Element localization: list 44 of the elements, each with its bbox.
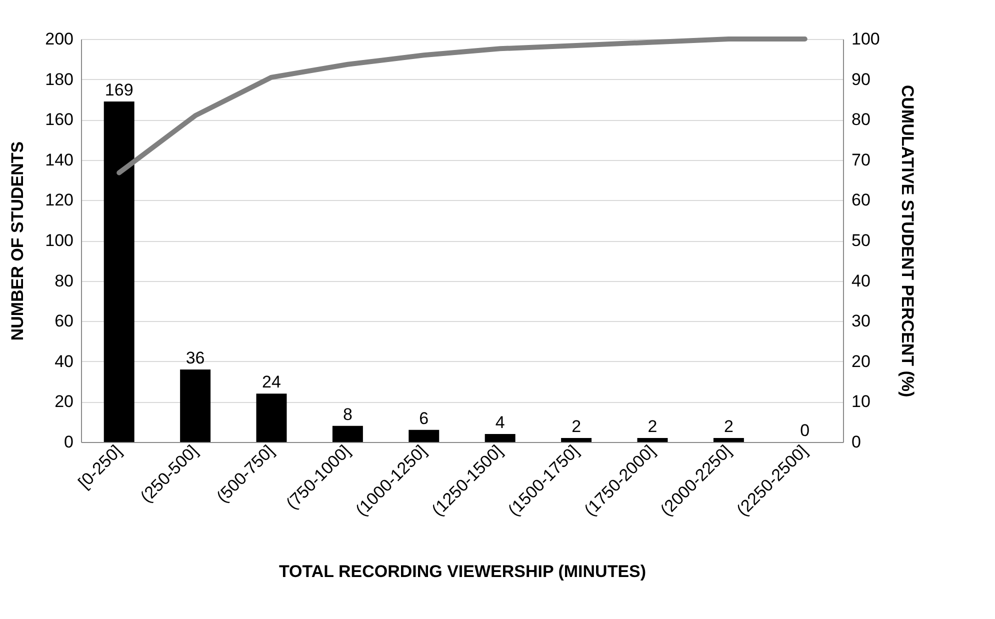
data-label: 4 <box>495 412 505 432</box>
y-tick-label: 140 <box>45 150 74 170</box>
y-tick-label: 40 <box>54 352 74 371</box>
y-tick-label: 60 <box>54 312 74 331</box>
y2-tick-label: 90 <box>852 70 870 89</box>
y-tick-label: 120 <box>45 190 74 210</box>
y2-tick-label: 10 <box>852 392 870 412</box>
bar <box>713 438 744 442</box>
y2-tick-label: 30 <box>852 312 870 331</box>
data-label: 36 <box>186 348 205 368</box>
y-tick-label: 100 <box>45 231 74 250</box>
bar <box>408 430 440 442</box>
y2-tick-label: 70 <box>852 150 870 170</box>
bar <box>484 434 516 442</box>
data-label: 8 <box>342 404 352 424</box>
data-label: 2 <box>648 416 658 436</box>
bar <box>180 369 211 442</box>
y2-tick-label: 40 <box>852 271 870 290</box>
y2-tick-label: 50 <box>852 231 870 250</box>
data-label: 169 <box>104 80 134 100</box>
y-tick-label: 180 <box>45 70 74 89</box>
y-tick-label: 0 <box>64 432 74 452</box>
data-label: 2 <box>572 416 582 436</box>
data-label: 0 <box>800 421 810 440</box>
y-tick-label: 160 <box>45 110 74 130</box>
y-axis-title: NUMBER OF STUDENTS <box>8 141 28 341</box>
bar <box>256 394 287 442</box>
y-tick-label: 200 <box>45 30 74 48</box>
bar <box>104 101 134 442</box>
y-tick-label: 80 <box>54 271 74 290</box>
bar <box>332 426 363 442</box>
y2-tick-label: 60 <box>852 190 870 210</box>
x-axis-title: TOTAL RECORDING VIEWERSHIP (MINUTES) <box>278 562 646 581</box>
data-label: 6 <box>419 408 429 428</box>
y2-tick-label: 80 <box>852 110 870 130</box>
bar <box>637 438 668 442</box>
data-label: 24 <box>262 372 281 392</box>
y2-tick-label: 100 <box>852 30 880 48</box>
y2-tick-label: 20 <box>852 352 870 371</box>
y-tick-label: 20 <box>54 392 74 412</box>
y2-axis-title: CUMULATIVE STUDENT PERCENT (%) <box>898 84 917 398</box>
y2-tick-label: 0 <box>852 432 861 452</box>
bar <box>561 438 592 442</box>
data-label: 2 <box>724 416 734 436</box>
